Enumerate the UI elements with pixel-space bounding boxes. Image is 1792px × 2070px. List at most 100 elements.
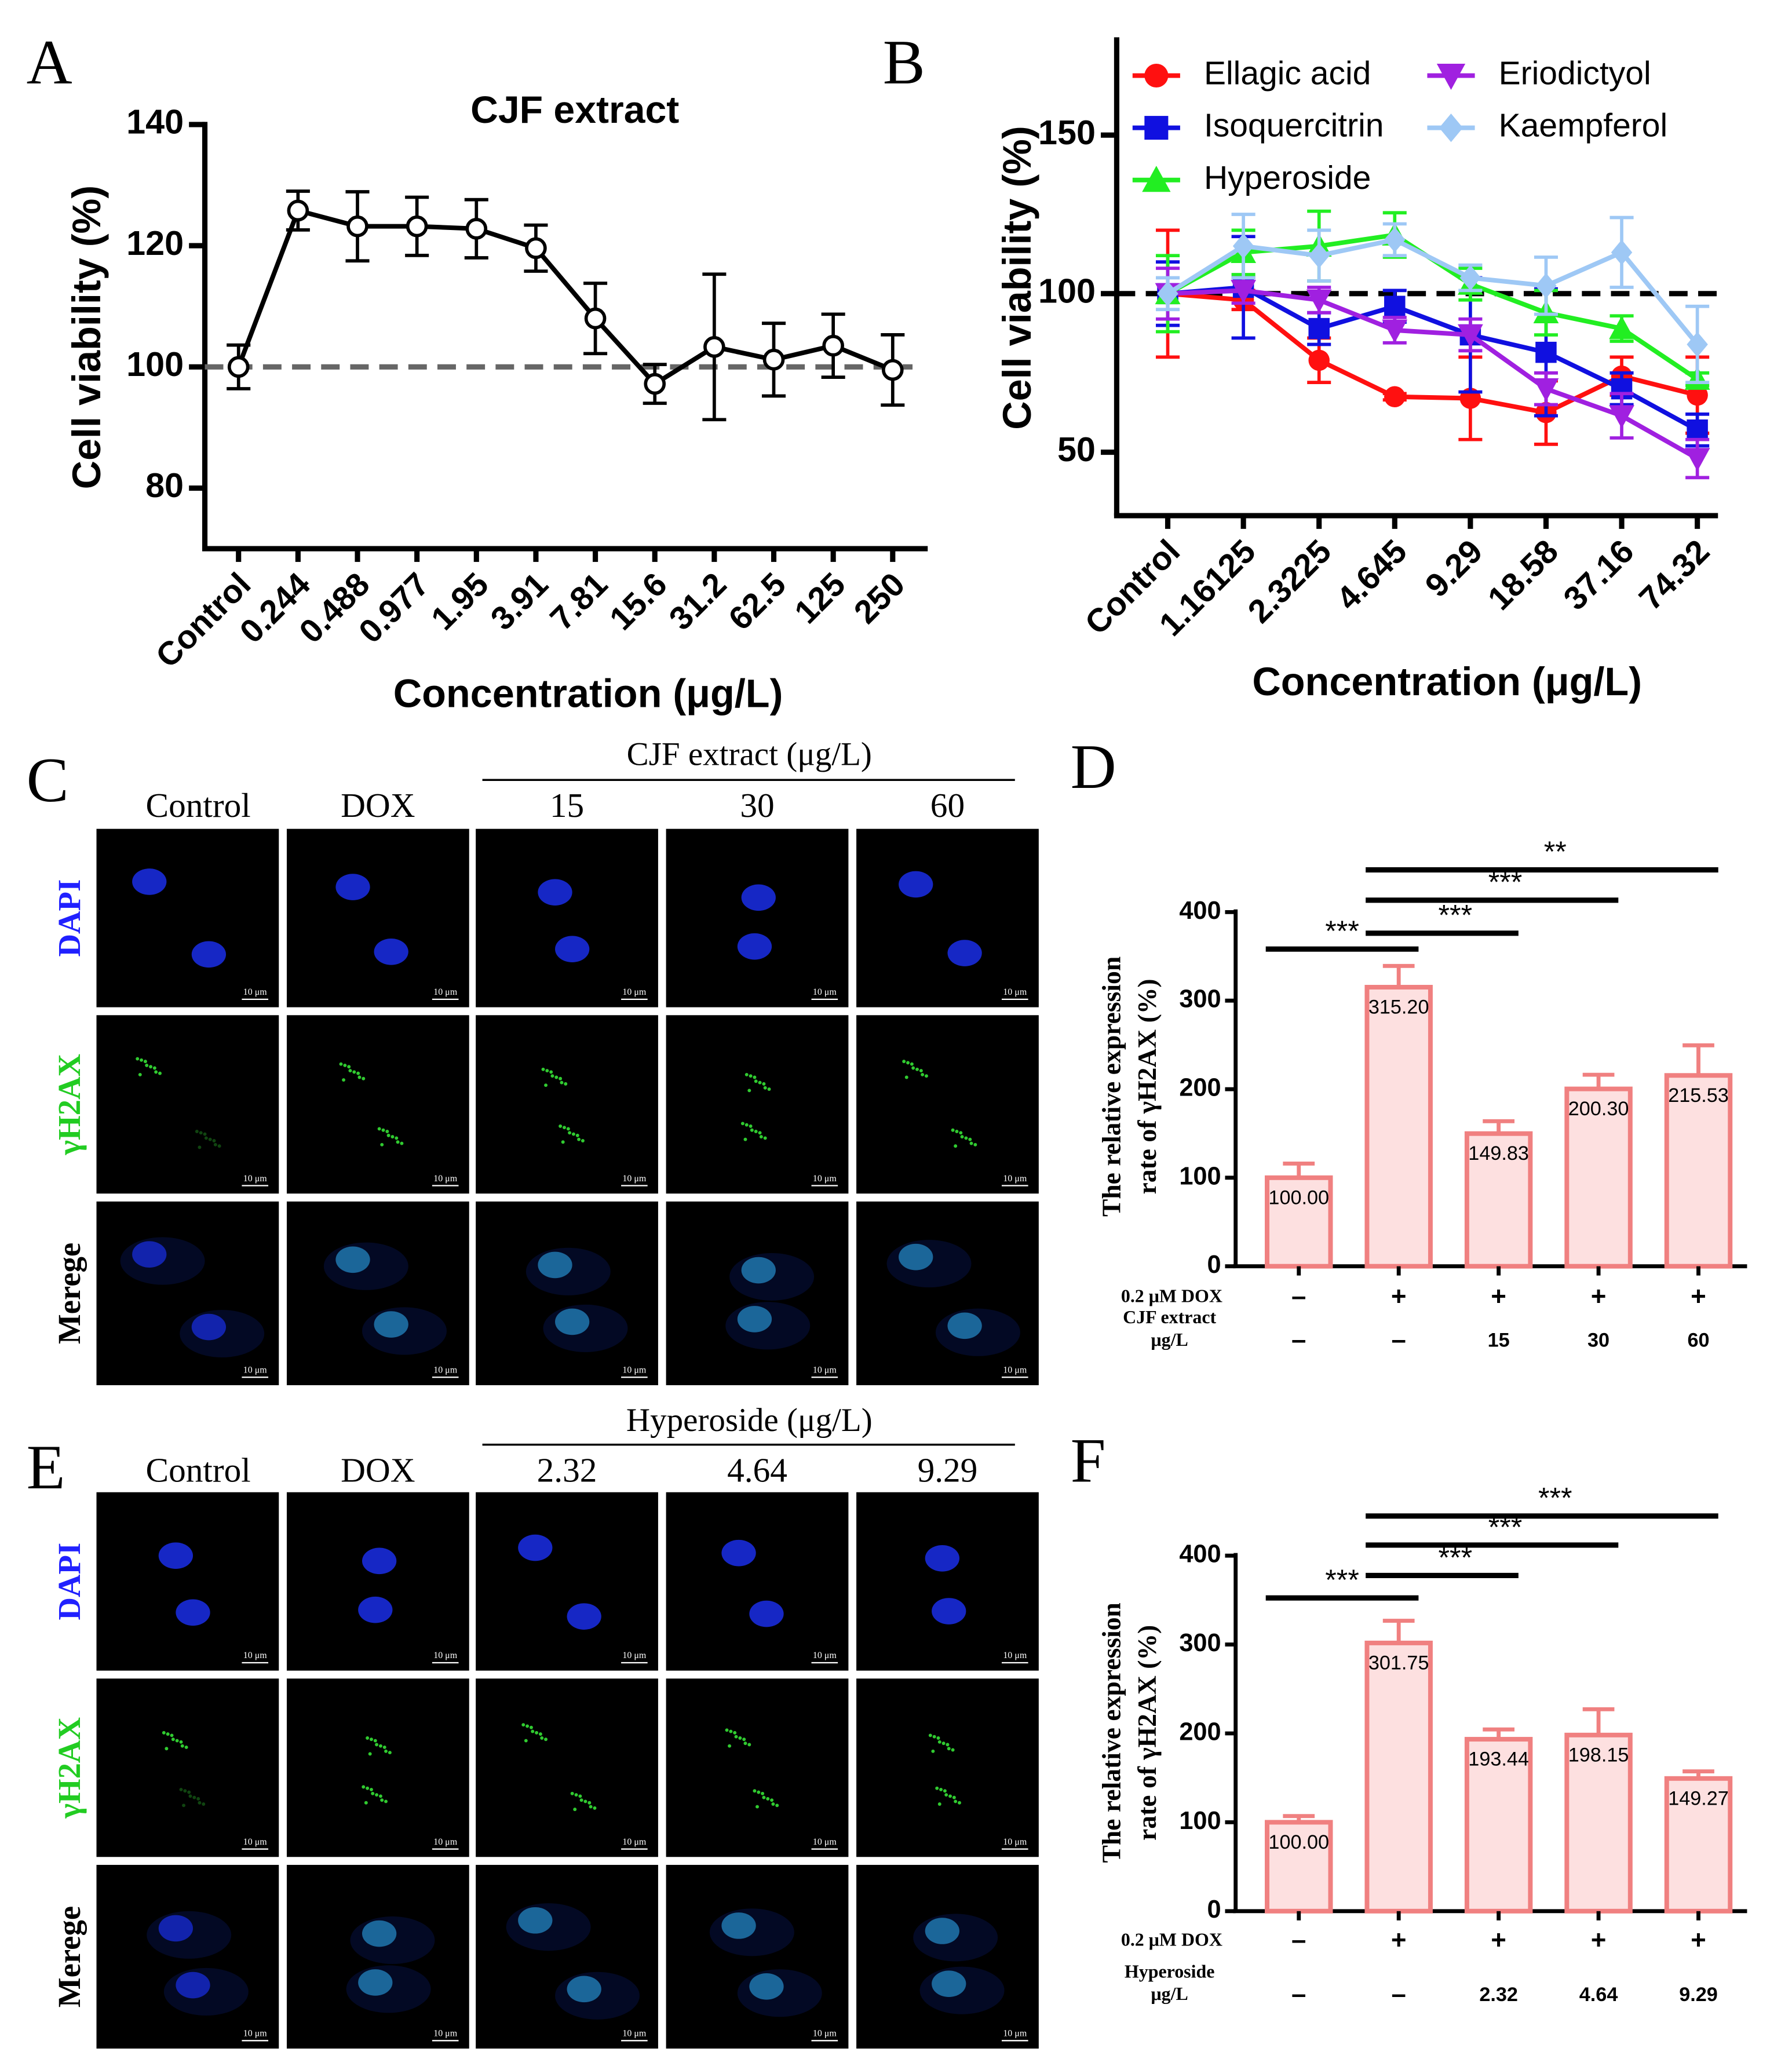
nucleus xyxy=(947,940,982,966)
marker xyxy=(762,348,785,371)
micrograph xyxy=(96,1201,279,1385)
condition-value: – xyxy=(1291,1281,1306,1310)
foci xyxy=(738,1736,742,1740)
foci xyxy=(140,1058,144,1062)
foci xyxy=(136,1057,140,1061)
foci xyxy=(183,1789,187,1793)
scale-bar-label: 10 μm xyxy=(622,1366,646,1375)
marker xyxy=(1308,243,1330,269)
foci xyxy=(559,1076,563,1080)
micrograph xyxy=(666,1864,849,2049)
foci xyxy=(593,1806,597,1810)
legend-marker xyxy=(1142,166,1171,192)
y-tick-label: 200 xyxy=(1179,1074,1221,1101)
bar xyxy=(1265,1820,1333,1914)
scale-bar-label: 10 μm xyxy=(1003,987,1027,997)
foci xyxy=(544,1737,548,1742)
foci xyxy=(202,1802,206,1806)
nucleus xyxy=(374,938,408,965)
micrograph xyxy=(286,1492,469,1671)
cytoplasm xyxy=(323,1242,408,1290)
nucleus xyxy=(362,1920,397,1947)
scale-bar-label: 10 μm xyxy=(1003,1174,1027,1184)
column-label: 2.32 xyxy=(537,1451,597,1489)
nucleus xyxy=(555,936,590,963)
marker xyxy=(406,215,428,238)
micrograph xyxy=(666,828,849,1007)
foci xyxy=(559,1124,563,1128)
nucleus xyxy=(925,1545,959,1572)
cytoplasm xyxy=(737,1969,822,2017)
legend-label: Isoquercitrin xyxy=(1204,107,1384,144)
cytoplasm xyxy=(506,1903,591,1951)
y-axis-label: The relative expression xyxy=(1096,956,1126,1217)
foci xyxy=(362,1785,366,1789)
value-label: 100.00 xyxy=(1268,1186,1329,1209)
scale-bar-label: 10 μm xyxy=(622,1651,646,1660)
foci xyxy=(729,1729,733,1733)
nucleus xyxy=(947,1312,982,1339)
foci xyxy=(960,1135,964,1139)
micrograph xyxy=(476,1492,658,1671)
nucleus xyxy=(721,1912,756,1939)
condition-label: 0.2 μM DOX xyxy=(1121,1286,1222,1306)
x-tick-label: 7.81 xyxy=(543,565,615,637)
scale-bar-label: 10 μm xyxy=(243,1837,267,1847)
cytoplasm xyxy=(346,1965,431,2013)
column-label: 30 xyxy=(740,786,774,824)
foci xyxy=(561,1140,565,1144)
x-tick-label: 31.2 xyxy=(662,565,734,637)
foci xyxy=(919,1069,923,1073)
cytoplasm xyxy=(525,1247,611,1295)
foci xyxy=(560,1080,564,1085)
foci xyxy=(931,1749,935,1753)
nucleus xyxy=(176,1972,210,1999)
foci xyxy=(763,1136,767,1140)
foci xyxy=(204,1136,208,1140)
y-tick-label: 200 xyxy=(1179,1718,1221,1746)
cytoplasm xyxy=(120,1237,205,1285)
foci xyxy=(184,1745,188,1749)
group-label: CJF extract (μg/L) xyxy=(627,736,872,773)
condition-value: 2.32 xyxy=(1479,1984,1518,2006)
y-axis-label: Cell viability (%) xyxy=(65,185,109,490)
condition-value: 15 xyxy=(1488,1330,1510,1352)
marker xyxy=(1308,317,1330,339)
scale-bar-label: 10 μm xyxy=(433,1837,457,1847)
nucleus xyxy=(932,1598,966,1624)
significance-label: ** xyxy=(1544,835,1567,868)
foci xyxy=(396,1140,400,1144)
row-label: γH2AX xyxy=(52,1054,87,1156)
foci xyxy=(195,1130,199,1133)
foci xyxy=(540,1736,544,1740)
foci xyxy=(179,1740,183,1744)
foci xyxy=(958,1801,961,1805)
error-bar xyxy=(1382,1619,1415,1643)
foci xyxy=(208,1137,212,1141)
foci xyxy=(568,1131,572,1135)
legend-marker xyxy=(1439,113,1463,143)
foci xyxy=(910,1062,914,1066)
panel-label: B xyxy=(883,27,925,97)
foci xyxy=(531,1729,535,1733)
micrograph xyxy=(856,1678,1039,1857)
foci xyxy=(955,1130,959,1133)
cytoplasm xyxy=(886,1240,972,1288)
marker xyxy=(822,334,844,357)
condition-value: – xyxy=(1391,1325,1406,1355)
foci xyxy=(762,1082,766,1086)
nucleus xyxy=(899,1243,933,1271)
panel-label: D xyxy=(1071,731,1116,802)
condition-value: 4.64 xyxy=(1579,1984,1618,2006)
cytoplasm xyxy=(147,1911,232,1959)
foci xyxy=(579,1798,583,1802)
micrograph xyxy=(856,1015,1039,1194)
foci xyxy=(928,1733,932,1737)
foci xyxy=(213,1142,217,1147)
marker xyxy=(1684,448,1710,472)
column-label: 9.29 xyxy=(918,1451,978,1489)
scale-bar-label: 10 μm xyxy=(243,1651,267,1660)
value-label: 100.00 xyxy=(1268,1831,1329,1853)
foci xyxy=(952,1795,956,1799)
foci xyxy=(366,1736,370,1740)
